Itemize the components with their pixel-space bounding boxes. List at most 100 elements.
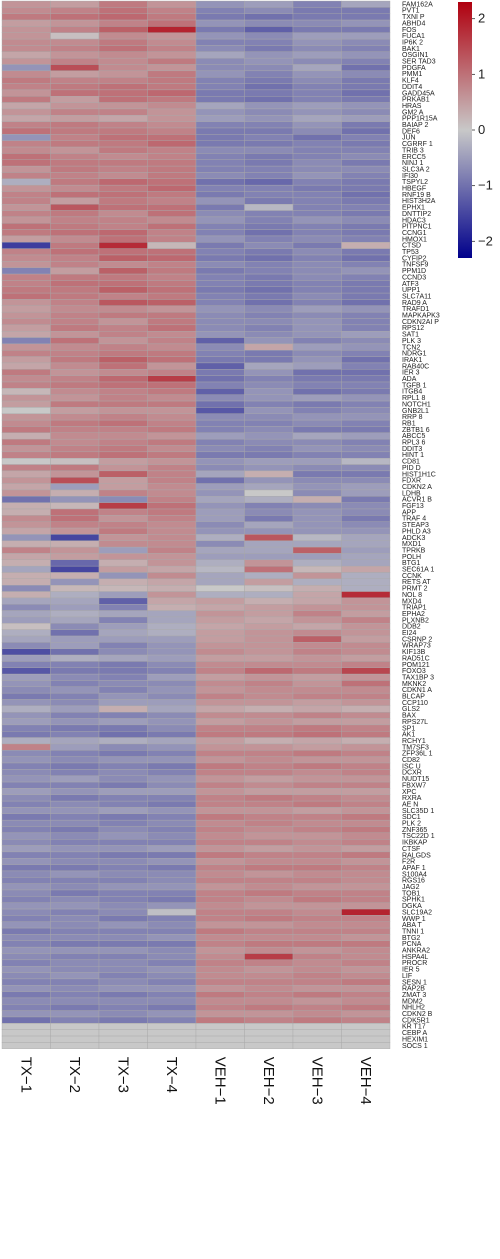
heatmap-cell — [50, 991, 100, 999]
heatmap-cell — [98, 407, 148, 414]
heatmap-cell — [50, 623, 100, 630]
heatmap-cell — [341, 756, 391, 764]
heatmap-cell — [98, 51, 148, 59]
heatmap-cell — [195, 477, 245, 484]
heatmap-cell — [50, 432, 100, 440]
heatmap-cell — [1, 781, 51, 789]
heatmap-cell — [50, 70, 100, 78]
heatmap-cell — [98, 445, 148, 453]
row-label: IKBKAP — [402, 840, 428, 847]
heatmap-cell — [50, 32, 100, 40]
heatmap-cell — [341, 343, 391, 351]
heatmap-cell — [341, 788, 391, 795]
heatmap-cell — [292, 1016, 342, 1024]
heatmap-cell — [341, 305, 391, 313]
heatmap-cell — [147, 76, 197, 84]
heatmap-cell — [147, 362, 197, 370]
heatmap-cell — [195, 724, 245, 732]
heatmap-cell — [50, 140, 100, 148]
heatmap-cell — [292, 819, 342, 827]
heatmap-cell — [244, 419, 294, 427]
heatmap-cell — [341, 394, 391, 402]
heatmap-cell — [1, 108, 51, 116]
heatmap-cell — [244, 267, 294, 275]
heatmap-cell — [1, 458, 51, 465]
row-label: MXD1 — [402, 541, 422, 548]
row-label: TRAF 4 — [402, 516, 426, 523]
row-label: DCXR — [402, 770, 422, 777]
heatmap-cell — [98, 673, 148, 681]
heatmap-cell — [244, 578, 294, 586]
heatmap-cell — [1, 286, 51, 294]
row-label: EI24 — [402, 630, 417, 637]
heatmap-cell — [195, 616, 245, 624]
heatmap-cell — [244, 1029, 294, 1037]
heatmap-cell — [292, 534, 342, 541]
heatmap-cell — [292, 864, 342, 872]
heatmap-cell — [50, 858, 100, 865]
heatmap-cell — [195, 1010, 245, 1018]
heatmap-cell — [1, 1029, 51, 1037]
heatmap-cell — [341, 26, 391, 33]
heatmap-cell — [50, 997, 100, 1005]
heatmap-cell — [1, 839, 51, 846]
heatmap-cell — [50, 985, 100, 992]
heatmap-cell — [50, 565, 100, 573]
heatmap-cell — [50, 229, 100, 237]
heatmap-cell — [341, 534, 391, 541]
row-label: CDK5R1 — [402, 1017, 430, 1024]
heatmap-cell — [341, 477, 391, 484]
heatmap-cell — [292, 451, 342, 459]
heatmap-cell — [195, 921, 245, 929]
heatmap-cell — [195, 146, 245, 154]
heatmap-cell — [1, 115, 51, 122]
heatmap-cell — [1, 191, 51, 199]
heatmap-cell — [341, 858, 391, 865]
heatmap-cell — [98, 108, 148, 116]
heatmap-cell — [1, 756, 51, 764]
heatmap-cell — [195, 870, 245, 878]
heatmap-cell — [98, 692, 148, 700]
heatmap-cell — [292, 337, 342, 345]
heatmap-cell — [50, 394, 100, 402]
heatmap-cell — [244, 972, 294, 980]
heatmap-cell — [147, 102, 197, 110]
heatmap-cell — [147, 794, 197, 802]
heatmap-cell — [341, 648, 391, 656]
heatmap-cell — [292, 889, 342, 897]
heatmap-cell — [50, 800, 100, 808]
row-label: ADCK3 — [402, 535, 425, 542]
heatmap-cell — [244, 921, 294, 929]
heatmap-cell — [244, 413, 294, 421]
heatmap-cell — [195, 927, 245, 935]
heatmap-cell — [50, 527, 100, 535]
heatmap-cell — [1, 216, 51, 224]
heatmap-cell — [1, 921, 51, 929]
heatmap-cell — [98, 908, 148, 916]
heatmap-cell — [50, 331, 100, 338]
heatmap-cell — [244, 451, 294, 459]
heatmap-cell — [1, 121, 51, 129]
heatmap-cell — [98, 438, 148, 446]
heatmap-cell — [292, 19, 342, 27]
heatmap-cell — [195, 635, 245, 643]
heatmap-cell — [195, 508, 245, 516]
heatmap-cell — [147, 940, 197, 948]
heatmap-cell — [292, 959, 342, 967]
heatmap-cell — [1, 1004, 51, 1011]
row-label: WWP 1 — [402, 916, 426, 923]
heatmap-cell — [147, 273, 197, 281]
heatmap-cell — [50, 324, 100, 332]
heatmap-cell — [341, 369, 391, 376]
heatmap-cell — [341, 438, 391, 446]
heatmap-cell — [195, 692, 245, 700]
heatmap-cell — [98, 991, 148, 999]
heatmap-cell — [147, 978, 197, 986]
heatmap-cell — [1, 51, 51, 59]
heatmap-cell — [98, 235, 148, 243]
heatmap-cell — [195, 845, 245, 853]
heatmap-cell — [98, 305, 148, 313]
heatmap-cell — [244, 432, 294, 440]
heatmap-cell — [98, 394, 148, 402]
heatmap-cell — [244, 724, 294, 732]
